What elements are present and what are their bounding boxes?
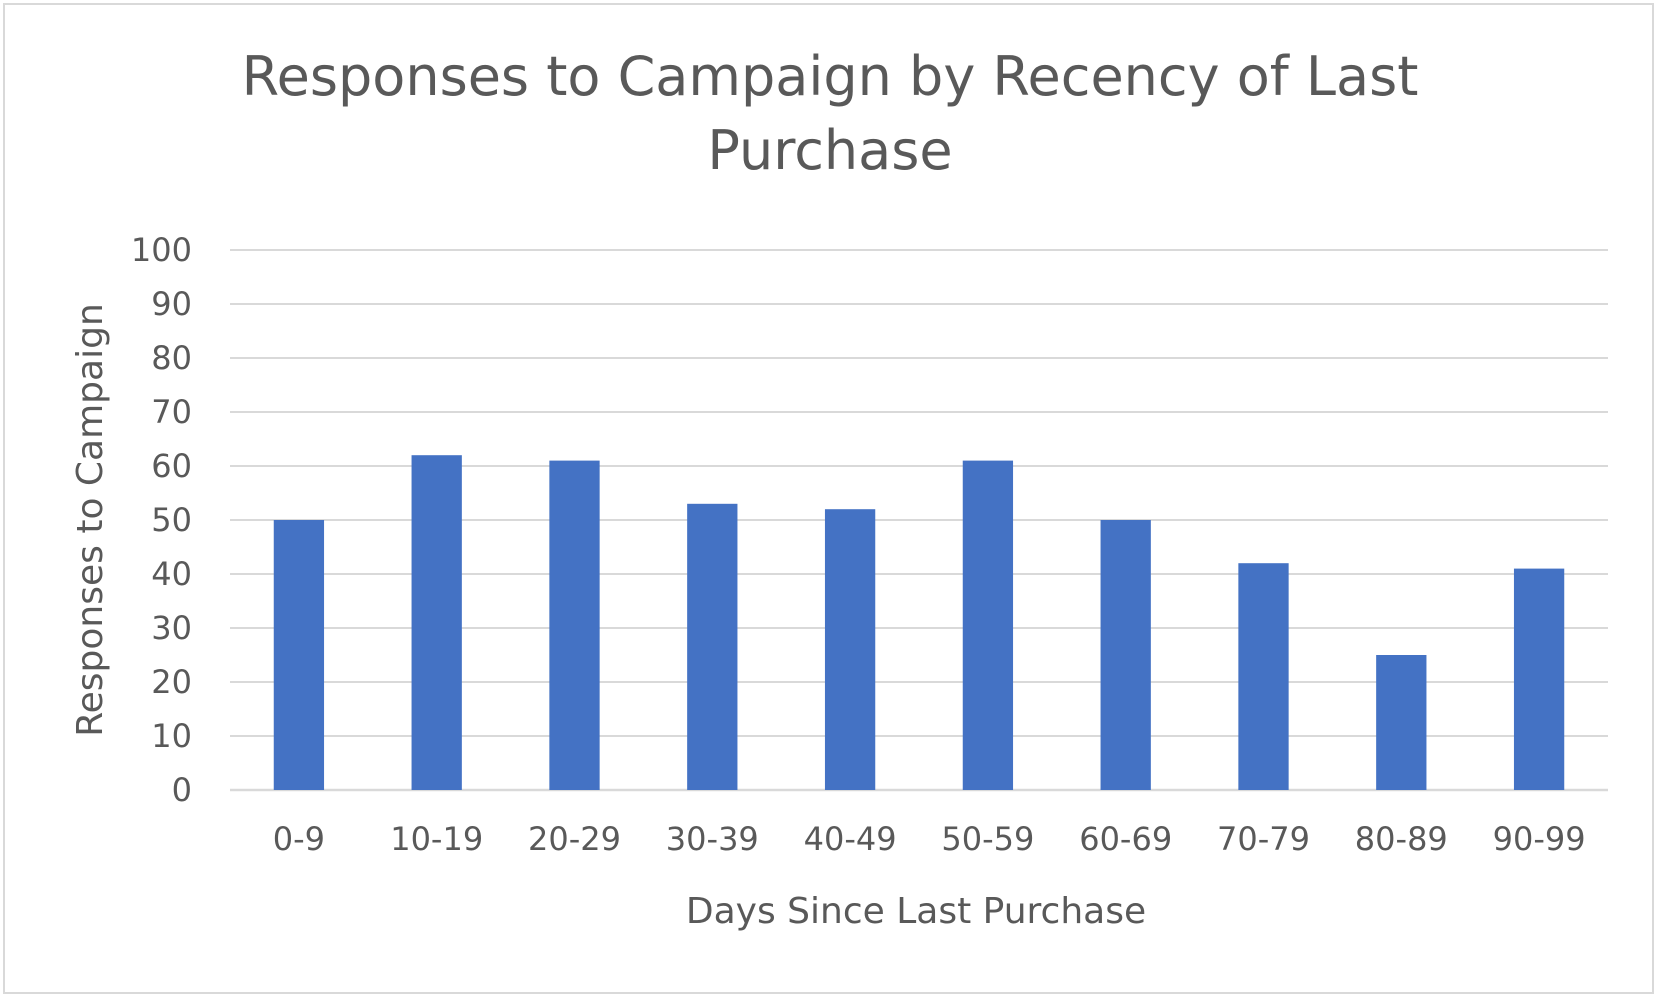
bar-70-79 — [1238, 563, 1289, 790]
x-tick-label: 10-19 — [390, 820, 483, 858]
y-axis-ticks: 0 10 20 30 40 50 60 70 80 90 100 — [131, 231, 192, 809]
y-tick-label: 80 — [151, 339, 192, 377]
y-tick-label: 0 — [172, 771, 192, 809]
bar-50-59 — [962, 460, 1014, 790]
y-tick-label: 50 — [151, 501, 192, 539]
y-tick-label: 70 — [151, 393, 192, 431]
x-tick-label: 80-89 — [1355, 820, 1448, 858]
x-tick-label: 20-29 — [528, 820, 621, 858]
y-tick-label: 30 — [151, 609, 192, 647]
bar-30-39 — [687, 503, 738, 790]
chart-area — [3, 3, 1654, 994]
bar-80-89 — [1376, 655, 1427, 790]
y-tick-label: 60 — [151, 447, 192, 485]
y-tick-label: 90 — [151, 285, 192, 323]
x-tick-label: 40-49 — [804, 820, 897, 858]
bar-40-49 — [824, 509, 876, 790]
x-tick-label: 70-79 — [1217, 820, 1310, 858]
y-tick-label: 20 — [151, 663, 192, 701]
x-tick-label: 30-39 — [666, 820, 759, 858]
bar-0-9 — [273, 520, 325, 790]
x-tick-label: 60-69 — [1079, 820, 1172, 858]
x-tick-label: 50-59 — [941, 820, 1034, 858]
y-tick-label: 40 — [151, 555, 192, 593]
y-axis-title: Responses to Campaign — [70, 303, 111, 737]
y-tick-label: 100 — [131, 231, 192, 269]
bars — [273, 455, 1565, 790]
bar-10-19 — [411, 455, 462, 790]
chart-title: Responses to Campaign by Recency of Last… — [241, 45, 1419, 182]
y-tick-label: 10 — [151, 717, 192, 755]
x-tick-label: 90-99 — [1493, 820, 1586, 858]
x-axis-title: Days Since Last Purchase — [686, 891, 1146, 932]
bar-20-29 — [549, 460, 600, 790]
x-tick-label: 0-9 — [273, 820, 325, 858]
bar-90-99 — [1513, 568, 1565, 790]
bar-60-69 — [1100, 520, 1151, 790]
x-axis-ticks: 0-9 10-19 20-29 30-39 40-49 50-59 60-69 70-79 80… — [273, 820, 1586, 858]
